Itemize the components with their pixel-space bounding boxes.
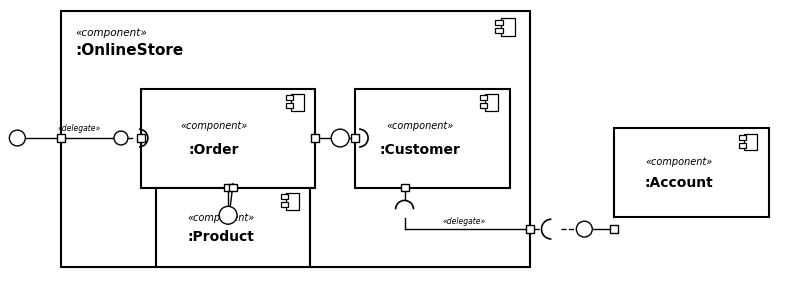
Circle shape (219, 206, 237, 224)
Text: :Customer: :Customer (379, 143, 460, 157)
Text: «component»: «component» (645, 157, 713, 167)
Bar (495, 28, 503, 33)
Bar (281, 194, 288, 200)
Bar (61, 11, 530, 267)
Bar (355, 89, 510, 187)
Circle shape (576, 221, 593, 237)
Text: :Account: :Account (645, 176, 714, 190)
Text: :Order: :Order (189, 143, 239, 157)
Bar (281, 202, 288, 207)
Bar (291, 94, 304, 111)
Text: «component»: «component» (187, 213, 254, 223)
Bar (286, 193, 299, 210)
Text: «delegate»: «delegate» (57, 124, 101, 133)
Bar (485, 94, 498, 111)
Bar (501, 18, 515, 36)
Text: «component»: «component» (180, 121, 248, 131)
Bar (224, 183, 232, 191)
Bar (480, 95, 487, 100)
Circle shape (114, 131, 128, 145)
Bar (351, 134, 359, 142)
Bar (312, 134, 320, 142)
Text: «delegate»: «delegate» (443, 217, 486, 226)
Bar (137, 134, 145, 142)
Bar (480, 103, 487, 108)
Bar (739, 143, 746, 148)
Text: «component»: «component» (386, 121, 453, 131)
Bar (286, 95, 293, 100)
Bar (495, 19, 503, 25)
Text: :OnlineStore: :OnlineStore (75, 43, 183, 58)
Bar (739, 135, 746, 140)
Bar (229, 183, 237, 191)
Bar (610, 225, 619, 233)
Bar (526, 225, 534, 233)
Bar (57, 134, 65, 142)
Circle shape (331, 129, 349, 147)
Bar (286, 103, 293, 108)
Bar (745, 134, 757, 150)
Text: :Product: :Product (187, 230, 254, 244)
Bar (156, 187, 310, 267)
Bar (401, 183, 408, 191)
Text: «component»: «component» (75, 28, 147, 38)
Bar (614, 128, 769, 217)
Circle shape (9, 130, 25, 146)
Bar (141, 89, 316, 187)
